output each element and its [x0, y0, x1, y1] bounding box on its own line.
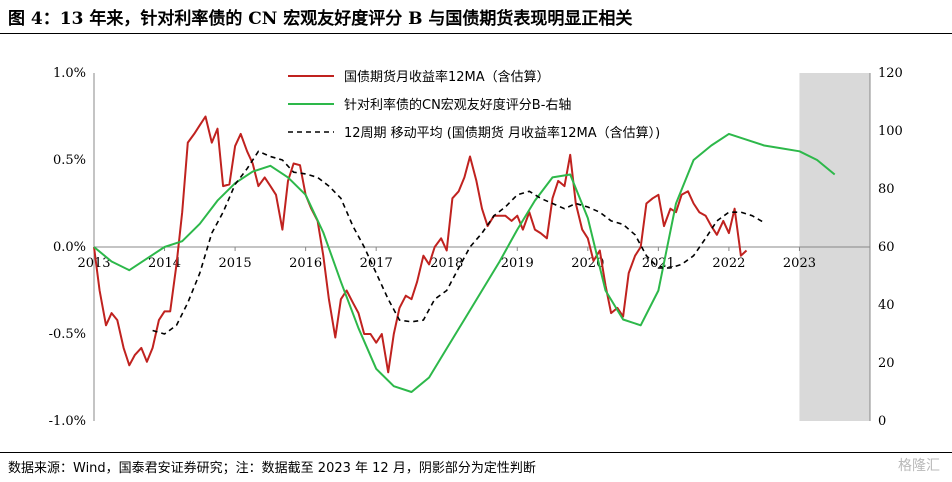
x-tick-label: 2018	[430, 256, 463, 271]
left-y-tick-label: -1.0%	[49, 414, 86, 429]
right-y-tick-label: 120	[878, 66, 903, 81]
right-y-tick-label: 40	[878, 298, 895, 313]
watermark: 格隆汇	[898, 458, 940, 474]
right-y-tick-label: 60	[878, 240, 895, 255]
x-tick-labels: 2013 2014 2015 2016 2017 2018 2019 2020 2021 2022…	[77, 247, 816, 271]
legend: 国债期货月收益率12MA（含估算） 针对利率债的CN宏观友好度评分B-右轴 12周期…	[288, 69, 660, 141]
figure-title: 图 4：13 年来，针对利率债的 CN 宏观友好度评分 B 与国债期货表现明显正…	[8, 9, 633, 29]
legend-item-futures-return-label: 国债期货月收益率12MA（含估算）	[344, 69, 550, 85]
x-tick-label: 2016	[289, 256, 322, 271]
left-y-tick-label: 0.5%	[53, 153, 86, 168]
legend-item-macro-score-label: 针对利率债的CN宏观友好度评分B-右轴	[344, 97, 571, 113]
right-y-tick-label: 80	[878, 182, 895, 197]
x-tick-label: 2019	[501, 256, 534, 271]
left-y-tick-label: 0.0%	[53, 240, 86, 255]
series-line-macro-score	[93, 132, 836, 393]
x-tick-label: 2017	[360, 256, 393, 271]
left-y-tick-labels: 1.0% 0.5% 0.0% -0.5% -1.0%	[49, 66, 86, 429]
legend-item-moving-average-label: 12周期 移动平均 (国债期货 月收益率12MA（含估算）)	[344, 125, 660, 141]
x-tick-label: 2021	[642, 256, 675, 271]
x-tick-label: 2020	[571, 256, 604, 271]
left-y-tick-label: 1.0%	[53, 66, 86, 81]
series-lines	[93, 115, 836, 393]
x-tick-label: 2022	[712, 256, 745, 271]
source-note: 数据来源：Wind，国泰君安证券研究；注：数据截至 2023 年 12 月，阴影…	[8, 461, 536, 476]
left-y-tick-label: -0.5%	[49, 327, 86, 342]
right-y-tick-label: 20	[878, 356, 895, 371]
x-tick-label: 2023	[783, 256, 816, 271]
right-y-tick-label: 0	[878, 414, 886, 429]
x-tick-label: 2014	[148, 256, 181, 271]
series-line-moving-average	[152, 150, 765, 335]
bottom-rule	[0, 452, 952, 453]
x-tick-label: 2013	[77, 256, 110, 271]
x-tick-label: 2015	[219, 256, 252, 271]
top-rule	[0, 33, 952, 34]
right-y-tick-label: 100	[878, 124, 903, 139]
series-line-futures-return	[93, 115, 748, 374]
chart: 2013 2014 2015 2016 2017 2018 2019 2020 2021 2022…	[49, 66, 903, 429]
right-y-tick-labels: 120 100 80 60 40 20 0	[878, 66, 903, 429]
